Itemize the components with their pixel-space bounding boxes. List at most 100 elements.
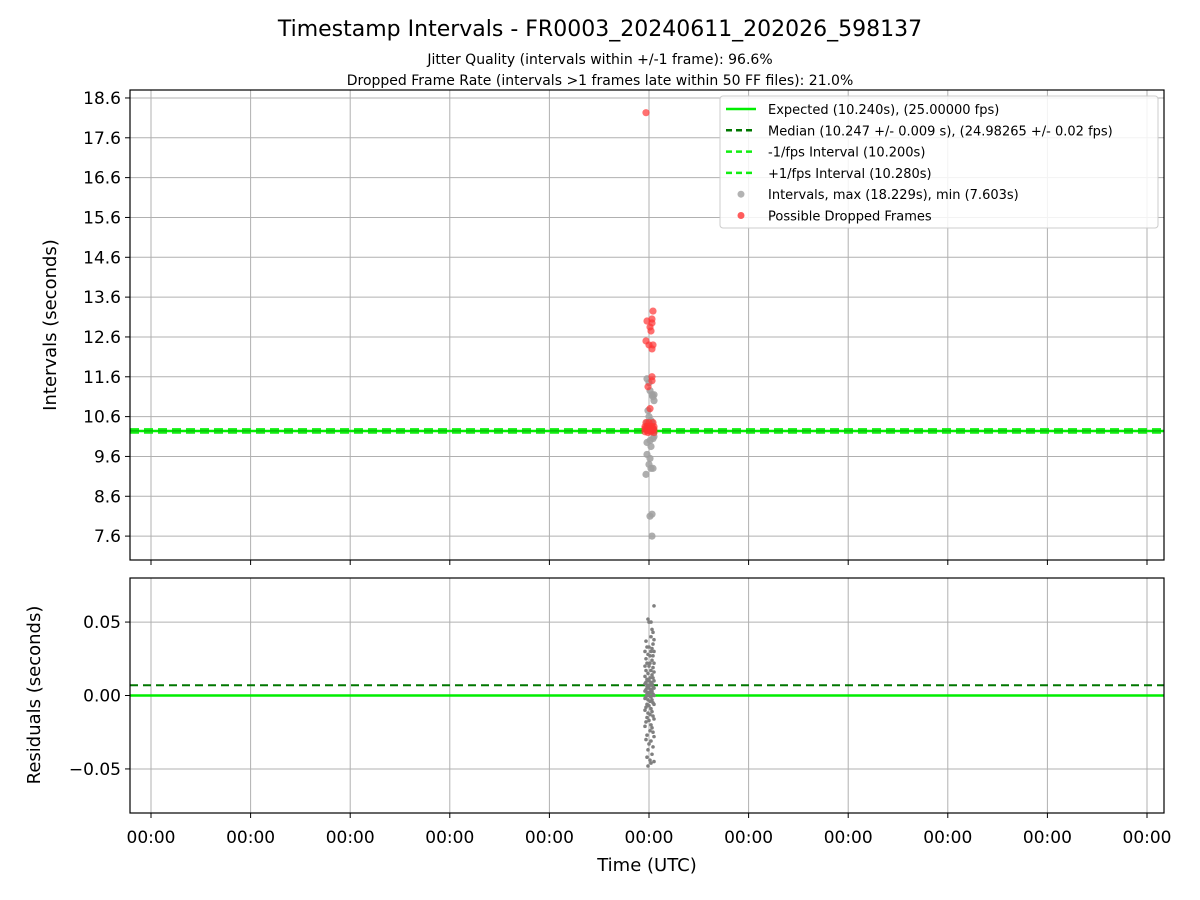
residual-point xyxy=(652,717,656,721)
chart-title: Timestamp Intervals - FR0003_20240611_20… xyxy=(277,17,922,42)
bottom-y-tick-label: 0.00 xyxy=(83,687,121,707)
residual-point xyxy=(644,656,648,661)
legend-box xyxy=(719,95,1159,229)
residual-point xyxy=(649,706,653,711)
dropped-frame-point xyxy=(650,428,658,437)
residual-point xyxy=(643,689,647,693)
residual-point xyxy=(649,723,653,727)
top-y-tick-label: 11.6 xyxy=(83,368,121,388)
residual-point xyxy=(644,720,648,724)
dropped-frame-point xyxy=(648,377,656,385)
x-tick-label: 00:00 xyxy=(724,828,773,848)
residual-point xyxy=(648,728,652,733)
residual-point xyxy=(643,664,647,668)
residual-point xyxy=(652,702,656,707)
top-y-tick-label: 13.6 xyxy=(83,288,121,308)
x-tick-label: 00:00 xyxy=(425,828,474,848)
residual-point xyxy=(651,676,655,680)
residual-point xyxy=(650,673,654,677)
residual-point xyxy=(652,649,656,654)
residual-point xyxy=(651,630,655,635)
x-tick-label: 00:00 xyxy=(824,828,873,848)
legend-plus-fps-label: +1/fps Interval (10.280s) xyxy=(768,167,932,182)
top-panel-points xyxy=(641,109,658,540)
residual-point xyxy=(649,761,653,765)
residual-point xyxy=(644,639,648,643)
residual-point xyxy=(648,712,652,717)
residual-point xyxy=(646,764,650,768)
residual-point xyxy=(644,705,648,710)
residual-point xyxy=(646,671,650,676)
residual-point xyxy=(643,724,647,729)
residual-point xyxy=(649,695,653,699)
residual-point xyxy=(649,620,653,624)
dropped-frame-point xyxy=(646,405,654,413)
residual-point xyxy=(646,748,650,752)
residual-point xyxy=(651,665,655,670)
x-tick-label: 00:00 xyxy=(1123,828,1172,848)
interval-point xyxy=(650,397,658,405)
residual-point xyxy=(647,742,651,746)
residual-point xyxy=(647,703,651,708)
residual-point xyxy=(650,658,654,663)
residual-point xyxy=(651,654,655,658)
residual-point xyxy=(644,737,648,742)
residual-point xyxy=(648,690,652,695)
dropped-frame-point xyxy=(649,307,657,315)
dropped-frame-point xyxy=(644,383,652,391)
top-y-tick-label: 10.6 xyxy=(83,408,121,428)
residual-point xyxy=(643,696,647,701)
interval-point xyxy=(647,442,655,451)
x-tick-label: 00:00 xyxy=(326,828,375,848)
top-y-tick-label: 15.6 xyxy=(83,208,121,228)
residual-point xyxy=(643,674,647,679)
x-tick-label: 00:00 xyxy=(1023,828,1072,848)
residual-point xyxy=(648,699,652,704)
residual-point xyxy=(652,679,656,683)
bottom-y-tick-label: −0.05 xyxy=(69,760,121,780)
legend-intervals-swatch xyxy=(737,190,745,198)
residual-point xyxy=(650,646,654,651)
residual-point xyxy=(644,668,648,673)
residual-point xyxy=(645,733,649,737)
tick-labels: 00:00 00:00 00:00 00:00 00:00 00:00 00:00 00:00… xyxy=(69,89,1172,848)
bottom-y-axis-label: Residuals (seconds) xyxy=(24,606,45,785)
residual-point xyxy=(651,642,655,646)
residual-point xyxy=(643,649,647,654)
interval-point xyxy=(648,532,656,540)
residual-point xyxy=(652,604,656,608)
residual-point xyxy=(646,617,650,621)
x-tick-label: 00:00 xyxy=(226,828,275,848)
legend-dropped-swatch xyxy=(737,212,745,219)
residual-point xyxy=(648,676,652,680)
residual-point xyxy=(649,649,653,654)
chart-subtitle-dropped: Dropped Frame Rate (intervals >1 frames … xyxy=(347,73,854,89)
residual-point xyxy=(648,661,652,665)
residual-point xyxy=(652,734,656,739)
residual-point xyxy=(649,634,653,639)
top-y-axis-label: Intervals (seconds) xyxy=(40,239,61,411)
bottom-y-tick-label: 0.05 xyxy=(83,613,121,633)
residual-point xyxy=(643,681,647,686)
residual-point xyxy=(650,627,654,632)
residual-point xyxy=(648,654,652,658)
legend-expected-label: Expected (10.240s), (25.00000 fps) xyxy=(768,103,999,118)
top-y-tick-label: 18.6 xyxy=(83,89,121,109)
residual-point xyxy=(651,745,655,749)
residual-point xyxy=(651,714,655,718)
x-tick-label: 00:00 xyxy=(127,828,176,848)
top-y-tick-label: 17.6 xyxy=(83,129,121,149)
residual-point xyxy=(650,726,654,730)
residual-point xyxy=(652,670,656,674)
interval-point xyxy=(650,391,658,399)
top-y-tick-label: 16.6 xyxy=(83,169,121,189)
top-y-tick-label: 12.6 xyxy=(83,328,121,348)
residual-point xyxy=(648,683,652,688)
dropped-frame-point xyxy=(644,428,652,437)
legend-dropped-label: Possible Dropped Frames xyxy=(768,210,932,225)
residual-point xyxy=(652,686,656,690)
top-panel-frame xyxy=(129,89,1165,561)
legend: Expected (10.240s), (25.00000 fps) Median… xyxy=(719,95,1159,229)
interval-point xyxy=(648,510,656,518)
